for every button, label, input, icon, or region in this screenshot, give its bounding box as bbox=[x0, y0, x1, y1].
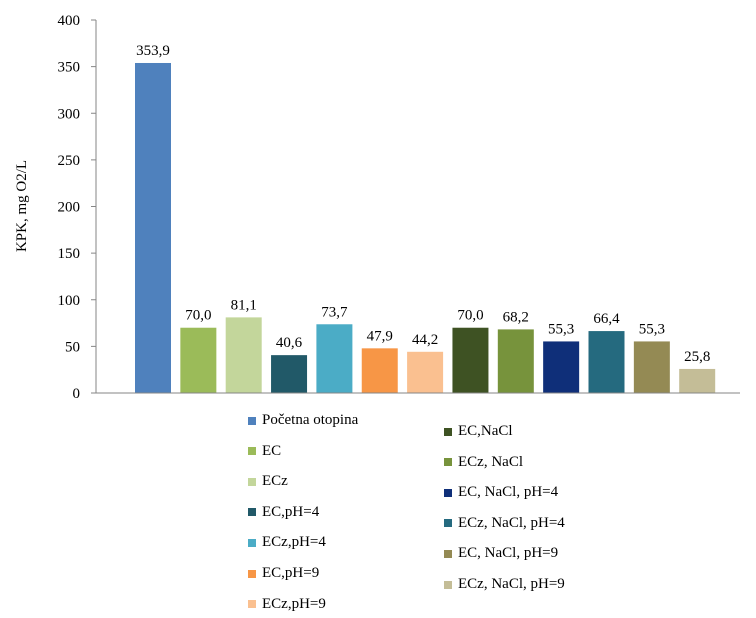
y-tick-label: 100 bbox=[58, 293, 81, 309]
legend-label: ECz, NaCl, pH=4 bbox=[458, 514, 565, 531]
legend-swatch bbox=[248, 600, 256, 609]
data-label: 55,3 bbox=[548, 321, 574, 337]
y-tick-label: 200 bbox=[58, 200, 81, 216]
bar bbox=[407, 351, 444, 393]
legend-swatch bbox=[444, 458, 452, 467]
legend-label: EC,NaCl bbox=[458, 423, 513, 439]
legend-item: EC bbox=[248, 443, 281, 460]
legend-item: ECz, NaCl bbox=[444, 454, 523, 471]
legend-swatch bbox=[248, 569, 256, 578]
legend-swatch bbox=[248, 538, 256, 547]
legend-label: EC, NaCl, pH=9 bbox=[458, 545, 559, 562]
bar bbox=[135, 62, 171, 393]
data-label: 40,6 bbox=[276, 335, 303, 351]
legend-label: ECz, NaCl, pH=9 bbox=[458, 576, 565, 592]
data-label: 70,0 bbox=[457, 308, 483, 324]
bar bbox=[361, 348, 398, 393]
legend-label: EC,pH=4 bbox=[262, 503, 320, 520]
legend-swatch bbox=[444, 519, 452, 528]
legend-label: ECz bbox=[262, 473, 288, 490]
legend-item: ECz bbox=[248, 473, 288, 490]
legend-swatch bbox=[248, 447, 256, 456]
legend-label: EC, NaCl, pH=4 bbox=[458, 484, 559, 501]
y-tick-label: 0 bbox=[73, 386, 81, 402]
y-tick-label: 350 bbox=[58, 60, 81, 76]
y-tick-label: 300 bbox=[58, 106, 81, 122]
y-axis-label: KPK, mg O2/L bbox=[14, 160, 30, 252]
legend-swatch bbox=[444, 427, 452, 436]
bar bbox=[679, 368, 716, 393]
bar bbox=[225, 317, 262, 393]
legend-label: EC bbox=[262, 442, 282, 459]
legend-item: ECz, NaCl, pH=9 bbox=[444, 576, 565, 593]
legend-label: ECz,pH=4 bbox=[262, 534, 326, 551]
data-label: 73,7 bbox=[321, 304, 348, 320]
y-tick-label: 250 bbox=[58, 153, 81, 169]
data-label: 70,0 bbox=[185, 308, 211, 324]
legend-item: Početna otopina bbox=[248, 412, 358, 429]
data-label: 44,2 bbox=[412, 332, 438, 348]
bar bbox=[543, 341, 580, 393]
legend-swatch bbox=[444, 488, 452, 497]
bar bbox=[497, 329, 534, 393]
y-tick-label: 400 bbox=[58, 13, 81, 29]
bar bbox=[588, 331, 625, 393]
data-label: 353,9 bbox=[136, 43, 170, 59]
legend-swatch bbox=[248, 416, 256, 425]
legend-label: ECz, NaCl bbox=[458, 453, 523, 470]
data-label: 25,8 bbox=[684, 349, 710, 365]
legend-item: EC, NaCl, pH=4 bbox=[444, 484, 558, 501]
data-label: 68,2 bbox=[503, 309, 529, 325]
data-label: 55,3 bbox=[639, 321, 665, 337]
legend-swatch bbox=[248, 477, 256, 486]
legend-item: ECz,pH=4 bbox=[248, 534, 326, 551]
legend-label: ECz,pH=9 bbox=[262, 595, 326, 612]
legend: Početna otopina EC ECz EC,pH=4 ECz,pH=4 EC,pH… bbox=[248, 412, 628, 612]
legend-item: ECz,pH=9 bbox=[248, 596, 326, 613]
legend-item: ECz, NaCl, pH=4 bbox=[444, 515, 565, 532]
bar bbox=[633, 341, 670, 393]
legend-swatch bbox=[248, 508, 256, 517]
y-tick-label: 50 bbox=[65, 339, 80, 355]
bar bbox=[271, 355, 308, 393]
data-labels: 353,9 70,0 81,1 40,6 73,7 47,9 44,2 70,0 68,2 55,… bbox=[136, 43, 710, 365]
data-label: 47,9 bbox=[367, 328, 393, 344]
legend-item: EC,pH=4 bbox=[248, 504, 319, 521]
y-axis-ticks: 0 50 100 150 200 250 300 350 400 bbox=[58, 13, 96, 402]
legend-label: EC,pH=9 bbox=[262, 565, 320, 581]
data-label: 66,4 bbox=[593, 311, 620, 327]
legend-label: Početna otopina bbox=[262, 412, 359, 428]
y-tick-label: 150 bbox=[58, 246, 81, 262]
legend-item: EC, NaCl, pH=9 bbox=[444, 545, 558, 562]
legend-swatch bbox=[444, 580, 452, 589]
bar bbox=[452, 327, 489, 393]
bar bbox=[316, 324, 353, 393]
legend-swatch bbox=[444, 549, 452, 558]
legend-item: EC,NaCl bbox=[444, 423, 513, 440]
legend-item: EC,pH=9 bbox=[248, 565, 319, 582]
bar bbox=[180, 327, 217, 393]
data-label: 81,1 bbox=[231, 297, 257, 313]
bars bbox=[135, 62, 716, 393]
